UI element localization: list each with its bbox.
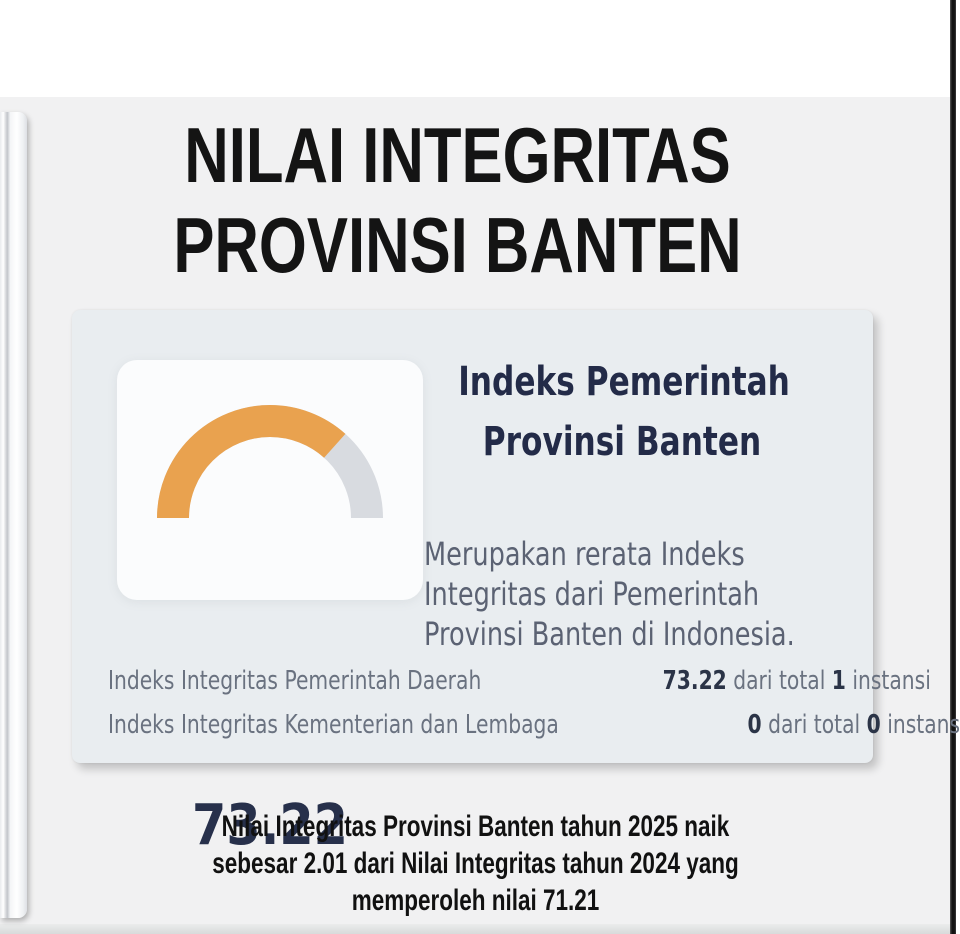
stat-count: 1 bbox=[831, 666, 846, 696]
footer-note: Nilai Integritas Provinsi Banten tahun 2… bbox=[0, 808, 951, 919]
stat-label: Indeks Integritas Pemerintah Daerah bbox=[108, 666, 482, 696]
stat-suffix: instansi bbox=[851, 666, 931, 696]
stat-middle-text: dari total bbox=[768, 710, 861, 740]
page-title-line1: NILAI INTEGRITAS bbox=[184, 111, 731, 199]
gauge-value: 73.22 bbox=[192, 793, 348, 858]
card-description: Merupakan rerata Indeks Integritas dari … bbox=[424, 534, 795, 654]
page-title-line2: PROVINSI BANTEN bbox=[173, 201, 742, 289]
stat-score: 73.22 bbox=[662, 666, 727, 696]
card-description-line1: Merupakan rerata Indeks bbox=[424, 535, 745, 573]
right-border-line bbox=[950, 0, 956, 934]
integrity-score-card: 73.22 Indeks Pemerintah Provinsi Banten … bbox=[72, 310, 960, 856]
page-title: NILAI INTEGRITAS PROVINSI BANTEN bbox=[0, 110, 933, 290]
stat-count: 0 bbox=[866, 710, 881, 740]
card-right-column: Indeks Pemerintah Provinsi Banten Merupa… bbox=[412, 352, 832, 654]
stat-score: 0 bbox=[747, 710, 762, 740]
card-heading-line1: Indeks Pemerintah bbox=[458, 359, 790, 405]
card-description-line2: Integritas dari Pemerintah bbox=[424, 575, 760, 613]
bottom-edge-strip bbox=[0, 924, 951, 934]
gauge-chart bbox=[157, 405, 383, 519]
gauge-panel bbox=[117, 360, 423, 600]
stat-value: 73.22 dari total 1 instansi bbox=[662, 664, 930, 698]
stat-row-kementerian-lembaga: Indeks Integritas Kementerian dan Lembag… bbox=[108, 708, 960, 742]
previous-page-edge bbox=[0, 112, 27, 918]
footer-line3: memperoleh nilai 71.21 bbox=[351, 884, 600, 917]
card-heading: Indeks Pemerintah Provinsi Banten bbox=[412, 352, 832, 472]
stat-value: 0 dari total 0 instansi bbox=[747, 708, 960, 742]
gauge-value-arc bbox=[157, 405, 383, 519]
footer-line1: Nilai Integritas Provinsi Banten tahun 2… bbox=[221, 810, 730, 843]
stat-suffix: instansi bbox=[887, 710, 960, 740]
stat-label: Indeks Integritas Kementerian dan Lembag… bbox=[108, 710, 559, 740]
stat-middle-text: dari total bbox=[732, 666, 825, 696]
card-description-line3: Provinsi Banten di Indonesia. bbox=[424, 615, 795, 653]
stat-row-pemerintah-daerah: Indeks Integritas Pemerintah Daerah 73.2… bbox=[108, 664, 930, 698]
footer-line2: sebesar 2.01 dari Nilai Integritas tahun… bbox=[212, 847, 739, 880]
card-heading-line2: Provinsi Banten bbox=[482, 419, 762, 465]
